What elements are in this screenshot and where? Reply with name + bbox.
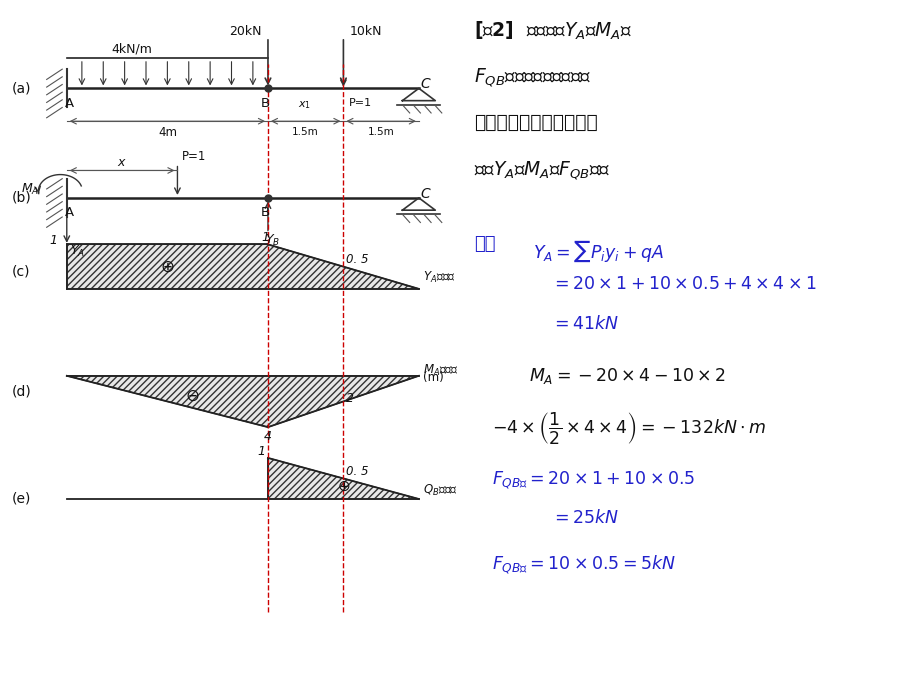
Text: 1: 1	[261, 231, 269, 244]
Text: 4: 4	[264, 431, 272, 443]
Text: B: B	[260, 97, 269, 110]
Text: 1.5m: 1.5m	[368, 127, 394, 137]
Text: 0. 5: 0. 5	[346, 465, 369, 478]
Text: 2: 2	[346, 391, 354, 404]
Text: 4kN/m: 4kN/m	[111, 43, 153, 56]
Text: $F_{QB}$的影响线，并利用影: $F_{QB}$的影响线，并利用影	[473, 66, 590, 88]
Text: $= 20\times 1 + 10\times 0.5 + 4\times 4\times 1$: $= 20\times 1 + 10\times 0.5 + 4\times 4…	[550, 275, 816, 293]
Text: $x_1$: $x_1$	[298, 99, 311, 111]
Text: $x$: $x$	[117, 156, 127, 169]
Text: (b): (b)	[12, 191, 31, 205]
Text: 1: 1	[257, 444, 266, 457]
Text: $C$: $C$	[420, 187, 432, 201]
Text: (m): (m)	[423, 371, 444, 384]
Text: 1: 1	[49, 235, 57, 248]
Text: $Y_A$影响线: $Y_A$影响线	[423, 270, 456, 285]
Text: $C$: $C$	[420, 77, 432, 91]
Text: $\ominus$: $\ominus$	[185, 387, 199, 405]
Text: $Y_A = \sum P_i y_i + qA$: $Y_A = \sum P_i y_i + qA$	[533, 239, 664, 264]
Text: (e): (e)	[12, 492, 31, 506]
Text: [例2]  试作梁的$Y_A$、$M_A$、: [例2] 试作梁的$Y_A$、$M_A$、	[473, 20, 631, 42]
Text: A: A	[65, 206, 74, 219]
Text: $= 41kN$: $= 41kN$	[550, 315, 618, 333]
Text: $Q_B$影响线: $Q_B$影响线	[423, 483, 458, 498]
FancyBboxPatch shape	[464, 13, 907, 195]
Text: $\oplus$: $\oplus$	[160, 257, 175, 275]
Text: $M_A = -20\times 4 - 10\times 2$: $M_A = -20\times 4 - 10\times 2$	[528, 366, 725, 386]
Text: 10kN: 10kN	[349, 25, 382, 38]
Text: $\oplus$: $\oplus$	[336, 479, 350, 494]
Text: $F_{QB\text{右}} = 10\times 0.5 = 5kN$: $F_{QB\text{右}} = 10\times 0.5 = 5kN$	[492, 553, 675, 575]
Text: B: B	[260, 206, 269, 219]
Text: 4m: 4m	[158, 126, 176, 139]
Text: $M_A$: $M_A$	[21, 182, 40, 197]
Polygon shape	[67, 244, 418, 289]
Text: 20kN: 20kN	[229, 25, 261, 38]
Text: 下的$Y_A$、$M_A$、$F_{QB}$值。: 下的$Y_A$、$M_A$、$F_{QB}$值。	[473, 159, 609, 181]
Text: (c): (c)	[12, 264, 30, 278]
Text: P=1: P=1	[182, 150, 206, 164]
Text: $= 25kN$: $= 25kN$	[550, 509, 618, 527]
Text: $F_{QB\text{左}} = 20\times 1 + 10\times 0.5$: $F_{QB\text{左}} = 20\times 1 + 10\times …	[492, 470, 695, 491]
Text: $Y_B$: $Y_B$	[265, 233, 279, 248]
Text: A: A	[65, 97, 74, 110]
Text: P=1: P=1	[348, 99, 371, 108]
Text: $M_A$影响线: $M_A$影响线	[423, 363, 459, 378]
Polygon shape	[67, 376, 418, 427]
Text: 解：: 解：	[473, 235, 494, 253]
Text: (a): (a)	[12, 81, 31, 95]
Text: $Y_A$: $Y_A$	[71, 244, 85, 259]
Text: 0. 5: 0. 5	[346, 253, 369, 266]
Text: $-4\times\left(\dfrac{1}{2}\times 4\times 4\right) = -132kN\cdot m$: $-4\times\left(\dfrac{1}{2}\times 4\time…	[492, 410, 766, 446]
Text: 响线计算在图示荷载作用: 响线计算在图示荷载作用	[473, 113, 596, 132]
Polygon shape	[267, 458, 418, 499]
Text: (d): (d)	[12, 384, 31, 398]
Text: 1.5m: 1.5m	[292, 127, 319, 137]
